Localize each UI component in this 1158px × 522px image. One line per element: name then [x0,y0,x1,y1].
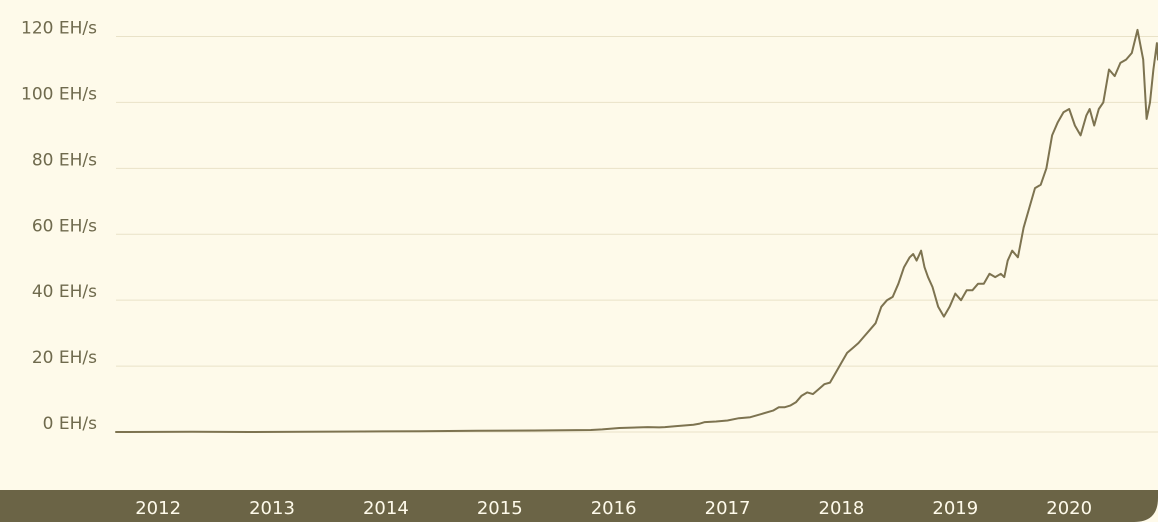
y-tick-label: 0 EH/s [43,414,97,434]
y-axis-ticks: 0 EH/s 20 EH/s 40 EH/s 60 EH/s 80 EH/s 100 EH… [21,19,97,435]
y-tick-label: 100 EH/s [21,84,97,104]
x-tick-label: 2012 [135,498,181,519]
x-axis-ticks: 2012 2013 2014 2015 2016 2017 2018 2019 2020 [135,498,1092,519]
y-tick-label: 40 EH/s [32,282,97,302]
series-layer [115,28,1158,433]
x-tick-label: 2014 [363,498,409,519]
y-tick-label: 60 EH/s [32,216,97,236]
x-tick-label: 2019 [932,498,978,519]
x-tick-label: 2013 [249,498,295,519]
x-tick-label: 2016 [591,498,637,519]
x-axis-band [0,490,1158,522]
x-tick-label: 2017 [705,498,751,519]
y-tick-label: 80 EH/s [32,150,97,170]
y-tick-label: 20 EH/s [32,348,97,368]
gridlines [116,36,1158,433]
series-line-0 [115,28,1158,433]
x-tick-label: 2015 [477,498,523,519]
x-tick-label: 2018 [819,498,865,519]
x-tick-label: 2020 [1046,498,1092,519]
y-tick-label: 120 EH/s [21,19,97,39]
